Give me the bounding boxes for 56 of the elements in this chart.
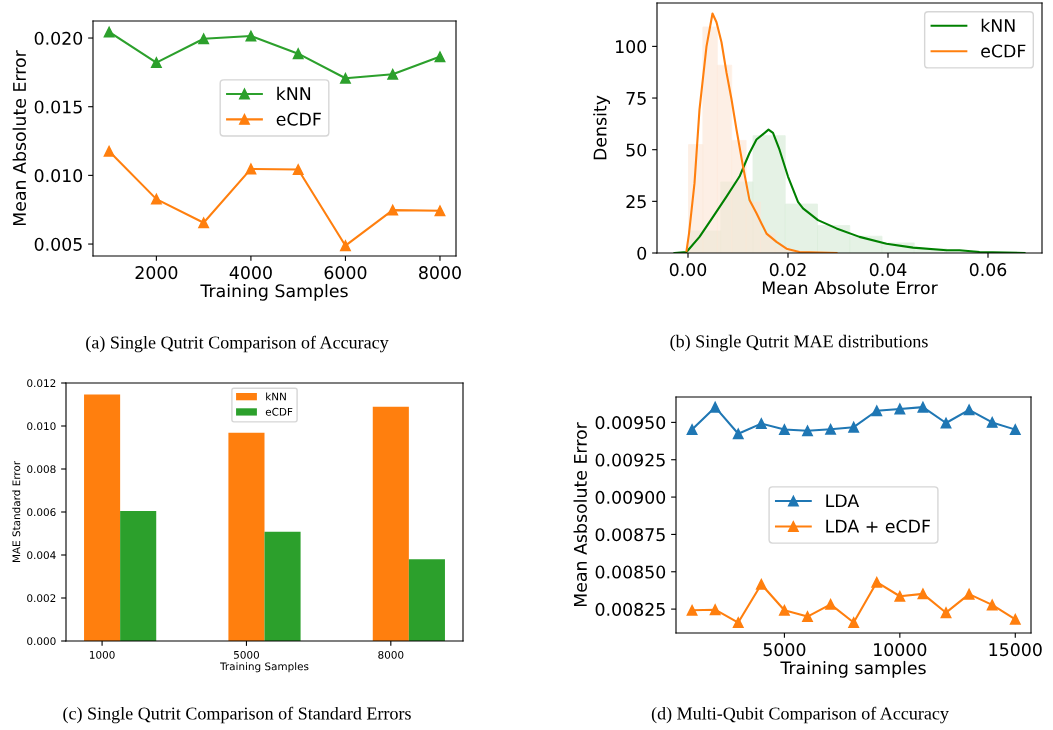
y-tick-label: 0.006	[27, 508, 56, 517]
y-tick-label: 0.005	[34, 237, 82, 251]
y-tick-label: 0.00950	[595, 416, 666, 430]
y-tick-label: 0.010	[34, 169, 83, 183]
x-tick-label: 8000	[378, 650, 404, 659]
legend-label: eCDF	[276, 112, 321, 126]
x-tick-label: 0.00	[669, 263, 707, 277]
x-tick-label: 0.06	[969, 263, 1007, 277]
y-tick-label: 0.012	[27, 379, 56, 388]
x-axis-title: Training Samples	[200, 283, 348, 301]
x-tick-label: 8000	[419, 266, 461, 280]
x-tick-label: 0.04	[869, 263, 907, 277]
x-tick-label: 5000	[234, 650, 260, 659]
x-tick-label: 1000	[89, 650, 115, 659]
legend-label: LDA	[826, 494, 860, 508]
y-tick-label: 0.002	[27, 594, 56, 603]
text: (a) Single Qutrit Comparison of Accuracy	[86, 335, 389, 353]
y-tick-label: 0.020	[34, 31, 83, 45]
y-tick-label: 75	[626, 91, 646, 105]
y-axis-title: Density	[593, 95, 610, 160]
y-tick-label: 0.00850	[595, 565, 666, 579]
y-tick-label: 0.00875	[595, 528, 665, 542]
y-tick-label: 0.00900	[595, 490, 666, 504]
x-axis-title: Training Samples	[220, 662, 309, 673]
y-tick-label: 0.000	[27, 637, 56, 646]
x-axis-title: Training samples	[780, 660, 926, 678]
y-axis-title: MAE Standard Error	[12, 460, 21, 563]
x-axis-title: Mean Absolute Error	[762, 280, 938, 295]
legend-label: kNN	[277, 86, 311, 100]
y-tick-label: 0.015	[34, 100, 82, 114]
text: (c) Single Qutrit Comparison of Standard Errors	[63, 706, 411, 724]
legend-label: kNN	[266, 392, 286, 401]
x-tick-label: 10000	[874, 643, 927, 657]
legend-label: kNN	[981, 18, 1015, 32]
x-tick-label: 15000	[989, 643, 1042, 657]
legend-label: eCDF	[981, 44, 1026, 58]
y-axis-title: Mean Asbsolute Error	[573, 422, 587, 607]
y-tick-label: 0.010	[27, 422, 56, 431]
x-tick-label: 2000	[135, 266, 178, 280]
y-tick-label: 0.004	[27, 551, 56, 560]
y-tick-label: 0.00925	[595, 453, 665, 467]
y-tick-label: 0.00825	[595, 602, 665, 616]
x-tick-label: 4000	[229, 266, 272, 280]
legend-label: LDA + eCDF	[826, 519, 930, 533]
y-tick-label: 0.008	[27, 465, 56, 474]
text: (b) Single Qutrit MAE distributions	[670, 334, 928, 352]
y-tick-label: 25	[626, 195, 646, 209]
x-tick-label: 6000	[324, 266, 367, 280]
x-tick-label: 5000	[763, 643, 806, 657]
x-tick-label: 0.02	[769, 263, 806, 277]
y-tick-label: 100	[616, 40, 647, 54]
text: (d) Multi-Qubit Comparison of Accuracy	[651, 706, 949, 724]
y-tick-label: 0	[637, 246, 647, 260]
y-tick-label: 50	[626, 143, 647, 157]
legend-label: eCDF	[265, 407, 293, 416]
y-axis-title: Mean Absolute Error	[12, 50, 27, 226]
